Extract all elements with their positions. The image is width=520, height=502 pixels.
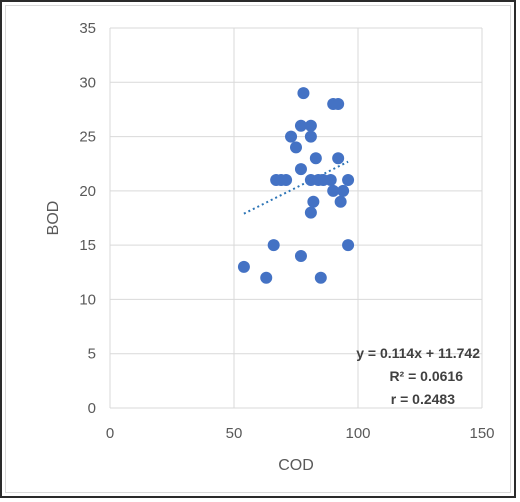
y-tick-label: 10: [79, 291, 96, 308]
data-point: [332, 152, 345, 165]
data-point: [267, 239, 280, 252]
x-tick-label: 50: [226, 425, 243, 442]
y-tick-label: 5: [88, 346, 96, 363]
y-tick-label: 35: [79, 20, 96, 37]
data-points: [237, 87, 355, 284]
x-axis-title: COD: [278, 457, 314, 474]
data-point: [324, 174, 337, 186]
data-point: [294, 163, 307, 176]
data-point: [337, 184, 350, 197]
data-point: [304, 119, 317, 132]
data-point: [314, 271, 327, 284]
data-point: [294, 250, 307, 262]
tick-labels: 0 50 100 150 0 5 10 15 20 25 30 35: [79, 20, 494, 442]
data-point: [304, 130, 317, 143]
y-tick-label: 25: [79, 129, 96, 146]
data-point: [304, 206, 317, 219]
r-squared-label: R² = 0.0616: [389, 368, 463, 384]
y-tick-label: 15: [79, 237, 96, 254]
gridlines: [109, 27, 483, 409]
data-point: [297, 87, 310, 100]
data-point: [280, 174, 293, 186]
data-point: [334, 195, 347, 208]
trendline-equation: y = 0.114x + 11.742: [356, 345, 480, 361]
data-point: [332, 98, 345, 110]
data-point: [237, 260, 250, 273]
r-value-label: r = 0.2483: [391, 391, 455, 407]
data-point: [307, 195, 320, 208]
data-point: [294, 119, 307, 132]
data-point: [309, 152, 322, 165]
y-tick-label: 30: [79, 74, 96, 91]
data-point: [342, 174, 355, 186]
y-tick-label: 0: [88, 400, 96, 417]
data-point: [260, 271, 273, 284]
data-point: [327, 184, 340, 197]
x-tick-label: 0: [106, 425, 114, 442]
x-tick-label: 100: [345, 425, 370, 442]
x-tick-label: 150: [469, 425, 494, 442]
data-point: [290, 141, 302, 154]
y-axis-title: BOD: [45, 201, 62, 236]
y-tick-label: 20: [79, 183, 96, 200]
data-point: [342, 239, 355, 252]
chart-area: [5, 5, 511, 493]
data-point: [285, 130, 298, 143]
